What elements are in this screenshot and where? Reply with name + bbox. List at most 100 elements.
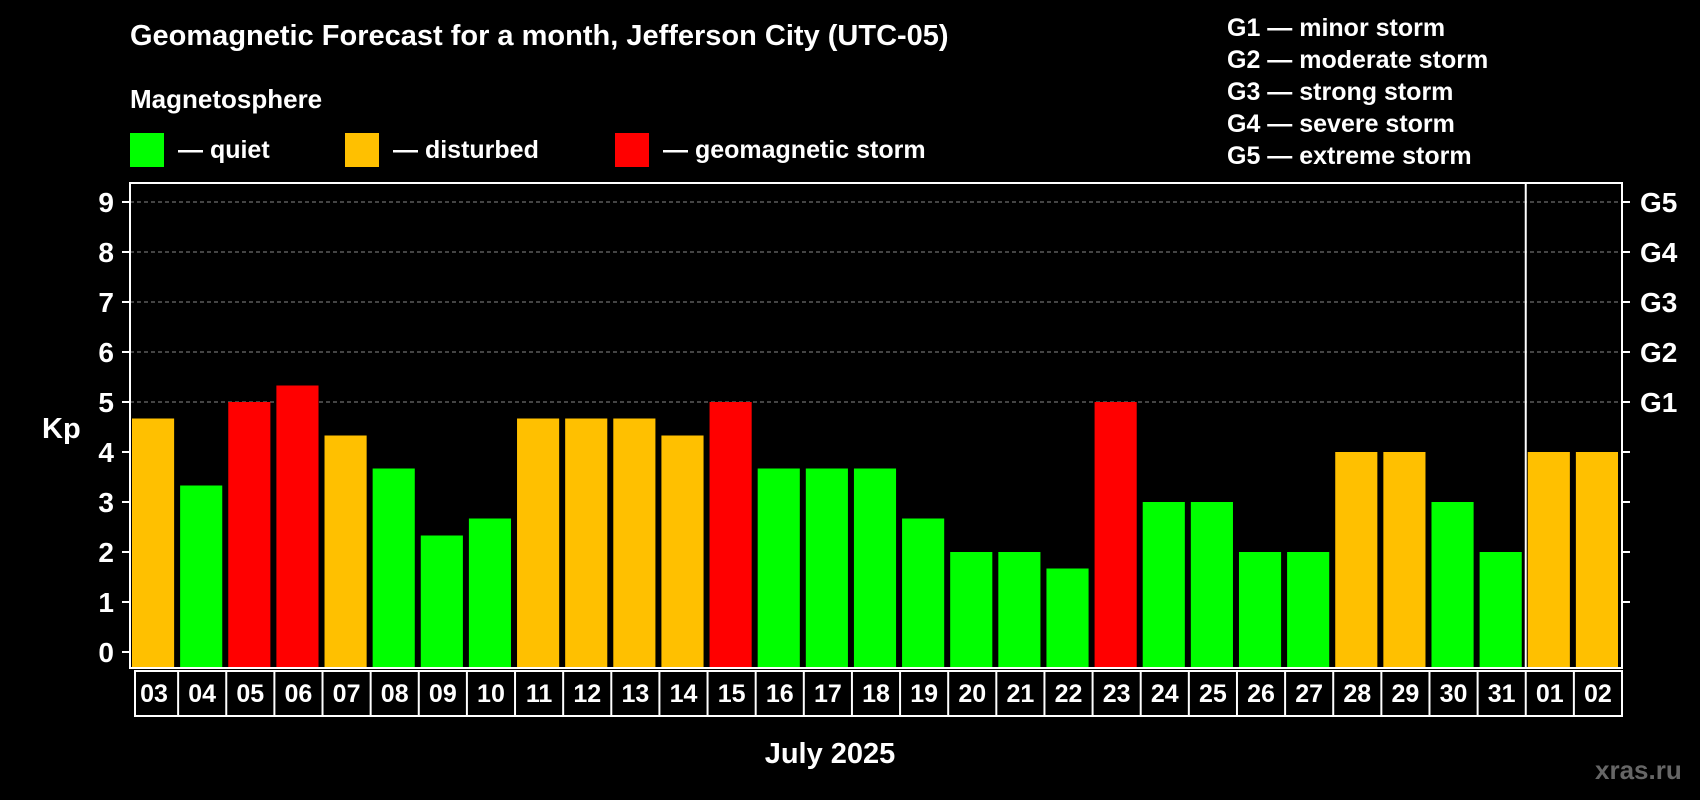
bar-10 bbox=[468, 518, 512, 668]
day-label-03: 03 bbox=[140, 680, 168, 708]
y-tick-label: 2 bbox=[98, 537, 114, 568]
day-label-24: 24 bbox=[1151, 680, 1179, 708]
bar-30 bbox=[1431, 502, 1474, 668]
day-label-07: 07 bbox=[333, 680, 361, 708]
y-tick-label: 4 bbox=[98, 437, 114, 468]
bar-16 bbox=[757, 468, 800, 668]
day-label-23: 23 bbox=[1103, 680, 1131, 708]
day-label-05: 05 bbox=[236, 680, 264, 708]
bar-22 bbox=[1046, 568, 1089, 668]
y-tick-label: 6 bbox=[98, 337, 114, 368]
day-label-22: 22 bbox=[1055, 680, 1083, 708]
bar-06 bbox=[276, 385, 319, 668]
bar-24 bbox=[1142, 502, 1185, 668]
legend-item-quiet: — quiet bbox=[130, 133, 270, 167]
y-tick-label: 1 bbox=[98, 587, 114, 618]
g-level-label: G1 bbox=[1640, 387, 1677, 418]
bar-14 bbox=[661, 435, 704, 668]
day-label-21: 21 bbox=[1006, 680, 1034, 708]
bar-03 bbox=[132, 418, 175, 668]
day-label-01: 01 bbox=[1536, 680, 1564, 708]
y-tick-label: 0 bbox=[98, 637, 114, 668]
day-label-27: 27 bbox=[1295, 680, 1323, 708]
bar-19 bbox=[902, 518, 945, 668]
day-label-04: 04 bbox=[188, 680, 216, 708]
day-label-19: 19 bbox=[910, 680, 938, 708]
day-label-08: 08 bbox=[381, 680, 409, 708]
day-label-17: 17 bbox=[814, 680, 842, 708]
bar-21 bbox=[998, 552, 1041, 668]
day-label-02: 02 bbox=[1584, 680, 1612, 708]
day-label-26: 26 bbox=[1247, 680, 1275, 708]
bar-20 bbox=[950, 552, 993, 668]
day-axis-frame bbox=[134, 670, 1623, 717]
bar-11 bbox=[517, 418, 560, 668]
bar-29 bbox=[1383, 452, 1426, 668]
storm-scale-g5: G5 — extreme storm bbox=[1227, 142, 1472, 170]
y-axis-label: Kp bbox=[42, 413, 81, 445]
day-label-15: 15 bbox=[718, 680, 746, 708]
day-label-16: 16 bbox=[766, 680, 794, 708]
day-label-18: 18 bbox=[862, 680, 890, 708]
day-label-30: 30 bbox=[1440, 680, 1468, 708]
bar-13 bbox=[613, 418, 656, 668]
bar-02 bbox=[1575, 452, 1618, 668]
day-label-28: 28 bbox=[1343, 680, 1371, 708]
g-level-label: G4 bbox=[1640, 237, 1678, 268]
bar-01 bbox=[1527, 452, 1570, 668]
day-label-10: 10 bbox=[477, 680, 505, 708]
day-label-13: 13 bbox=[621, 680, 649, 708]
bar-25 bbox=[1190, 502, 1233, 668]
day-label-09: 09 bbox=[429, 680, 457, 708]
legend-label-quiet: — quiet bbox=[178, 135, 270, 164]
bar-15 bbox=[709, 402, 752, 668]
bar-27 bbox=[1287, 552, 1330, 668]
bar-18 bbox=[853, 468, 897, 668]
day-label-12: 12 bbox=[573, 680, 601, 708]
plot-frame bbox=[129, 182, 1623, 669]
day-label-14: 14 bbox=[670, 680, 698, 708]
bar-09 bbox=[420, 535, 463, 668]
day-label-06: 06 bbox=[285, 680, 313, 708]
storm-swatch bbox=[615, 133, 649, 167]
bar-08 bbox=[372, 468, 415, 668]
legend-heading: Magnetosphere bbox=[130, 84, 323, 114]
day-label-25: 25 bbox=[1199, 680, 1227, 708]
bar-26 bbox=[1238, 552, 1282, 668]
bar-04 bbox=[180, 485, 223, 668]
day-label-11: 11 bbox=[526, 680, 553, 708]
day-label-31: 31 bbox=[1488, 680, 1516, 708]
g-level-label: G3 bbox=[1640, 287, 1677, 318]
quiet-swatch bbox=[130, 133, 164, 167]
y-tick-label: 3 bbox=[98, 487, 114, 518]
day-label-29: 29 bbox=[1392, 680, 1420, 708]
g-level-label: G2 bbox=[1640, 337, 1677, 368]
bar-31 bbox=[1479, 552, 1522, 668]
bar-07 bbox=[324, 435, 367, 668]
bar-23 bbox=[1094, 402, 1137, 668]
legend-label-disturbed: — disturbed bbox=[393, 135, 539, 164]
chart-title: Geomagnetic Forecast for a month, Jeffer… bbox=[130, 20, 949, 52]
g-level-label: G5 bbox=[1640, 187, 1677, 218]
storm-scale-g4: G4 — severe storm bbox=[1227, 110, 1455, 138]
disturbed-swatch bbox=[345, 133, 379, 167]
y-tick-label: 7 bbox=[98, 287, 114, 318]
bar-28 bbox=[1335, 452, 1378, 668]
day-label-20: 20 bbox=[958, 680, 986, 708]
storm-scale-g3: G3 — strong storm bbox=[1227, 78, 1454, 106]
bar-12 bbox=[565, 418, 608, 668]
storm-scale-g2: G2 — moderate storm bbox=[1227, 46, 1489, 74]
bar-17 bbox=[805, 468, 848, 668]
y-tick-label: 9 bbox=[98, 187, 114, 218]
y-tick-label: 5 bbox=[98, 387, 114, 418]
legend-item-disturbed: — disturbed bbox=[345, 133, 539, 167]
y-tick-label: 8 bbox=[98, 237, 114, 268]
x-axis-label: July 2025 bbox=[765, 738, 896, 770]
storm-scale-legend: G1 — minor storm G2 — moderate storm G3 … bbox=[1227, 12, 1488, 172]
legend-item-storm: — geomagnetic storm bbox=[615, 133, 926, 167]
bar-05 bbox=[228, 402, 271, 668]
storm-scale-g1: G1 — minor storm bbox=[1227, 14, 1446, 42]
legend-label-storm: — geomagnetic storm bbox=[663, 135, 926, 164]
watermark: xras.ru bbox=[1595, 755, 1682, 785]
